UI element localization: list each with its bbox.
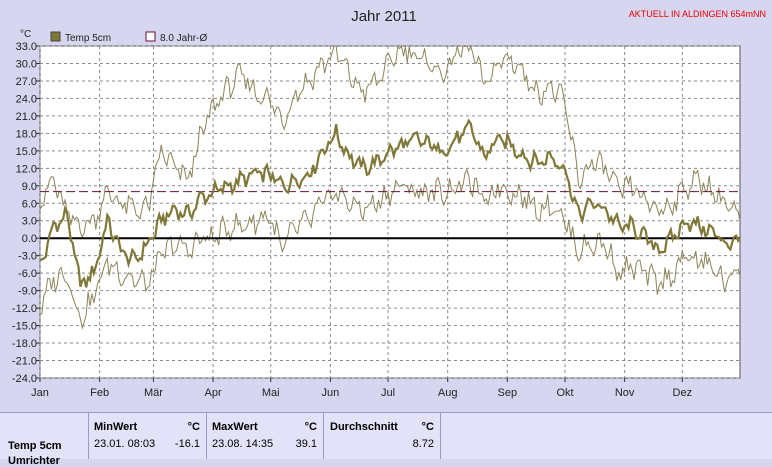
y-tick-label: 12.0	[16, 163, 37, 175]
y-tick-label: -3.0	[18, 251, 37, 263]
chart-title: Jahr 2011	[351, 8, 417, 25]
y-tick-label: 24.0	[16, 93, 37, 105]
y-tick-label: 9.0	[22, 181, 37, 193]
y-tick-label: 0.0	[22, 233, 37, 245]
avg-unit: °C	[421, 421, 434, 433]
x-tick-labels: Jan Feb Mär Apr Mai Jun Jul Aug Sep Okt Nov Dez	[31, 387, 692, 399]
y-tick-label: 18.0	[16, 128, 37, 140]
live-station-link[interactable]: AKTUELL IN ALDINGEN 654mNN	[629, 9, 766, 19]
y-tick-label: 33.0	[16, 41, 37, 53]
max-time: 23.08. 14:35	[212, 438, 274, 450]
y-unit-label: °C	[20, 29, 31, 40]
max-header: MaxWert	[212, 421, 258, 433]
x-tick-label: Jun	[322, 387, 340, 399]
x-tick-label: Apr	[205, 387, 222, 399]
min-unit: °C	[187, 421, 200, 433]
legend-swatch-temp	[50, 31, 61, 42]
plot-area	[39, 45, 741, 379]
max-unit: °C	[304, 421, 317, 433]
y-tick-label: 27.0	[16, 76, 37, 88]
stats-rowlabel-cell: Temp 5cm Umrichter	[0, 413, 89, 467]
avg-header: Durchschnitt	[330, 421, 398, 433]
avg-value: 8.72	[412, 438, 434, 450]
series-line-daily-max	[39, 44, 741, 239]
y-tick-label: 15.0	[16, 146, 37, 158]
y-tick-label: -9.0	[18, 286, 37, 298]
stats-max-cell: MaxWert °C 23.08. 14:35 39.1	[207, 413, 324, 459]
x-tick-label: Nov	[615, 387, 635, 399]
y-tick-label: -6.0	[18, 268, 37, 280]
legend: Temp 5cm 8.0 Jahr-Ø	[50, 31, 207, 44]
legend-swatch-avg	[145, 31, 156, 42]
stats-avg-cell: Durchschnitt °C 8.72	[324, 413, 441, 459]
y-tick-label: -12.0	[12, 303, 37, 315]
x-tick-label: Sep	[498, 387, 518, 399]
series-layer	[39, 118, 741, 288]
x-tick-label: Jan	[31, 387, 49, 399]
temperature-chart: 33.0 30.0 27.0 24.0 21.0 18.0 15.0 12.0 9.0 6.0 3.…	[12, 8, 766, 399]
y-tick-labels: 33.0 30.0 27.0 24.0 21.0 18.0 15.0 12.0 9.0 6.0 3.…	[12, 41, 37, 385]
daily-range-band	[39, 44, 741, 330]
x-tick-label: Jul	[381, 387, 395, 399]
min-header: MinWert	[94, 421, 138, 433]
y-tick-label: -24.0	[12, 373, 37, 385]
y-tick-label: -21.0	[12, 356, 37, 368]
y-tick-label: -18.0	[12, 338, 37, 350]
x-tick-label: Feb	[90, 387, 109, 399]
y-tick-label: -15.0	[12, 321, 37, 333]
x-tick-label: Mär	[144, 387, 163, 399]
x-tick-label: Okt	[556, 387, 573, 399]
y-tick-label: 3.0	[22, 216, 37, 228]
stats-table: Temp 5cm Umrichter MinWert °C 23.01. 08:…	[0, 412, 772, 467]
stats-row-label: Temp 5cm	[8, 440, 62, 452]
legend-label-temp: Temp 5cm	[65, 33, 111, 44]
min-value: -16.1	[174, 438, 200, 450]
x-tick-label: Dez	[673, 387, 693, 399]
stats-min-cell: MinWert °C 23.01. 08:03 -16.1	[89, 413, 207, 459]
legend-label-avg: 8.0 Jahr-Ø	[160, 33, 207, 44]
max-value: 39.1	[295, 438, 317, 450]
x-tick-label: Mai	[262, 387, 280, 399]
y-tick-label: 30.0	[16, 58, 37, 70]
y-tick-label: 6.0	[22, 198, 37, 210]
series-line-daily-min	[40, 168, 741, 330]
y-tick-label: 21.0	[16, 111, 37, 123]
x-tick-label: Aug	[438, 387, 458, 399]
min-time: 23.01. 08:03	[94, 438, 156, 450]
stats-row-label-2: Umrichter	[8, 455, 60, 467]
series-line-temp-5cm	[39, 118, 741, 288]
